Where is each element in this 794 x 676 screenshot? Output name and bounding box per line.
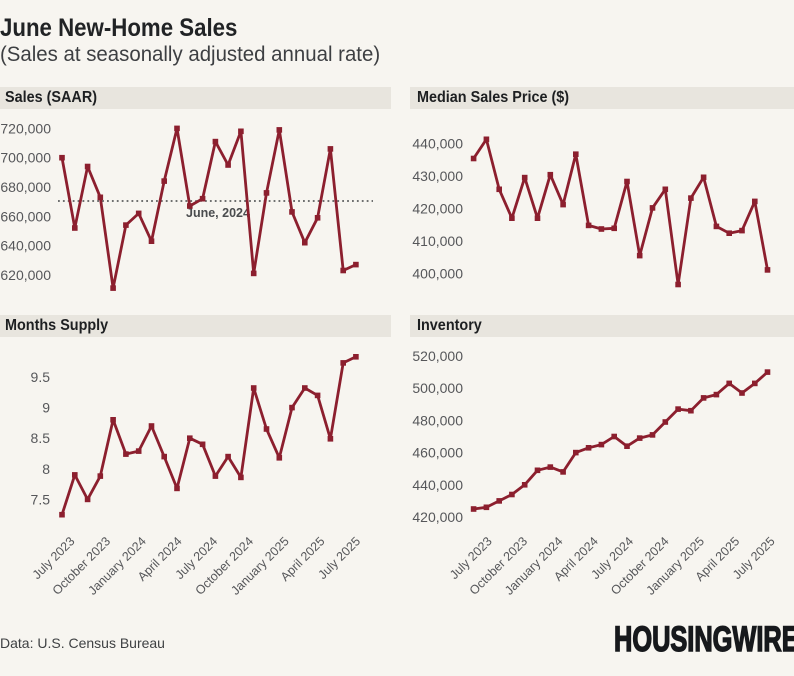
svg-text:420,000: 420,000 <box>412 201 463 217</box>
svg-text:June, 2024: June, 2024 <box>186 206 250 220</box>
svg-text:440,000: 440,000 <box>412 477 463 493</box>
svg-text:640,000: 640,000 <box>0 238 51 254</box>
svg-text:8: 8 <box>42 461 50 477</box>
svg-text:480,000: 480,000 <box>412 412 463 428</box>
svg-text:660,000: 660,000 <box>0 208 51 224</box>
svg-text:500,000: 500,000 <box>412 380 463 396</box>
svg-text:7.5: 7.5 <box>31 491 51 507</box>
svg-text:520,000: 520,000 <box>412 348 463 364</box>
svg-text:720,000: 720,000 <box>0 120 51 136</box>
svg-text:620,000: 620,000 <box>0 267 51 283</box>
svg-text:9: 9 <box>42 400 50 416</box>
svg-text:430,000: 430,000 <box>412 168 463 184</box>
svg-text:410,000: 410,000 <box>412 233 463 249</box>
svg-text:400,000: 400,000 <box>412 266 463 282</box>
svg-text:460,000: 460,000 <box>412 445 463 461</box>
svg-text:420,000: 420,000 <box>412 509 463 525</box>
svg-text:700,000: 700,000 <box>0 150 51 166</box>
svg-text:680,000: 680,000 <box>0 179 51 195</box>
svg-text:440,000: 440,000 <box>412 136 463 152</box>
svg-text:9.5: 9.5 <box>31 369 51 385</box>
svg-text:8.5: 8.5 <box>31 430 51 446</box>
